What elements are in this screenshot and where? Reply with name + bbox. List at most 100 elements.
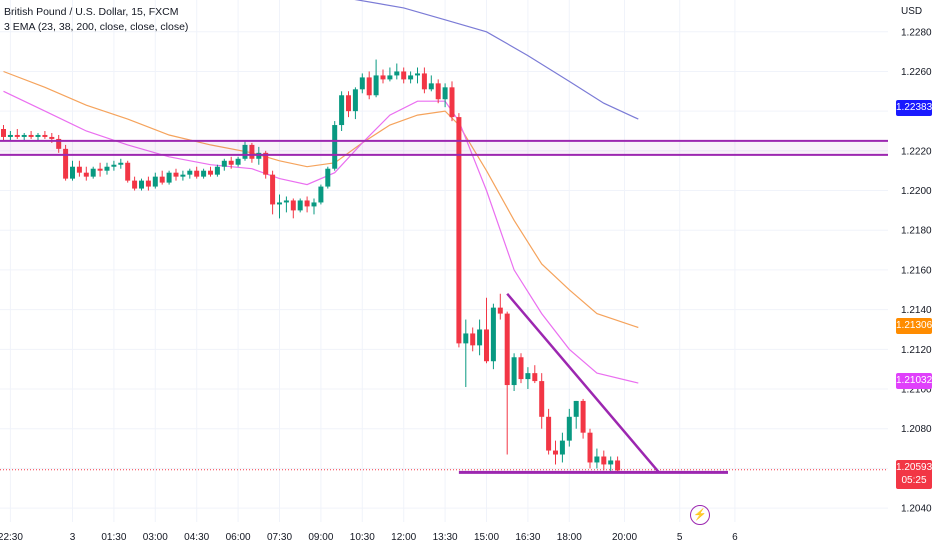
candle-body <box>421 73 427 90</box>
x-tick-label: 22:30 <box>0 532 23 543</box>
candle-body <box>118 162 124 165</box>
candle-body <box>28 134 34 137</box>
y-tick-label: 1.21200 <box>901 345 932 356</box>
candle-body <box>332 125 338 169</box>
candle-body <box>297 200 303 211</box>
resistance-zone <box>0 140 888 155</box>
candle-body <box>166 172 172 183</box>
candle-body <box>214 166 220 175</box>
candle-body <box>435 83 441 100</box>
y-tick-label: 1.21000 <box>901 385 932 396</box>
candle-body <box>394 71 400 76</box>
current-price-badge: 1.20593 05:25 <box>896 460 932 489</box>
candle-body <box>401 71 407 80</box>
candle-body <box>228 160 234 165</box>
legend[interactable]: British Pound / U.S. Dollar, 15, FXCM 3 … <box>4 5 188 35</box>
candles <box>1 59 621 473</box>
indicator-label[interactable]: 3 EMA (23, 38, 200, close, close, close) <box>4 21 189 33</box>
x-tick-label: 18:00 <box>557 532 582 543</box>
candle-body <box>83 172 89 177</box>
x-tick-label: 01:30 <box>101 532 126 543</box>
candle-body <box>187 170 193 175</box>
candle-body <box>7 134 13 137</box>
candle-body <box>504 313 510 386</box>
y-tick-label: 1.22800 <box>901 27 932 38</box>
candle-body <box>97 168 103 171</box>
candle-body <box>125 162 131 181</box>
ema23-price-badge: 1.21032 <box>896 373 932 389</box>
candle-body <box>318 186 324 203</box>
candle-body <box>587 432 593 463</box>
candle-body <box>456 117 462 344</box>
candle-body <box>159 176 165 183</box>
x-tick-label: 20:00 <box>612 532 637 543</box>
y-tick-label: 1.20800 <box>901 424 932 435</box>
candle-body <box>559 440 565 455</box>
symbol-title: British Pound / U.S. Dollar, 15, FXCM <box>4 6 179 18</box>
candle-body <box>194 170 200 177</box>
x-tick-label: 15:00 <box>474 532 499 543</box>
x-tick-label: 12:00 <box>391 532 416 543</box>
candle-body <box>152 176 158 187</box>
candle-body <box>546 416 552 451</box>
candle-body <box>63 148 69 179</box>
candle-body <box>373 75 379 96</box>
y-tick-label: 1.22200 <box>901 146 932 157</box>
y-tick-label: 1.20400 <box>901 504 932 515</box>
candle-body <box>539 381 545 417</box>
candle-body <box>70 166 75 179</box>
drawings <box>0 139 888 474</box>
y-tick-label: 1.21600 <box>901 265 932 276</box>
candle-body <box>449 87 455 118</box>
y-tick-label: 1.21800 <box>901 226 932 237</box>
x-tick-label: 04:30 <box>184 532 209 543</box>
candle-body <box>290 200 296 211</box>
candle-body <box>352 89 358 112</box>
candle-body <box>601 456 607 465</box>
bar-countdown: 05:25 <box>901 475 927 486</box>
candle-body <box>304 200 310 207</box>
x-tick-label: 06:00 <box>226 532 251 543</box>
candle-body <box>201 170 207 177</box>
candle-body <box>339 95 345 126</box>
x-tick-label: 13:30 <box>433 532 458 543</box>
x-tick-label: 07:30 <box>267 532 292 543</box>
candle-body <box>463 333 469 344</box>
candle-body <box>573 400 579 417</box>
candle-body <box>14 134 20 137</box>
lightning-icon[interactable]: ⚡ <box>690 505 710 525</box>
x-axis: 22:30 3 01:30 03:00 04:30 06:00 07:30 09:00 10:3… <box>0 532 738 543</box>
candle-body <box>173 172 179 177</box>
candle-body <box>132 180 138 189</box>
current-price-value: 1.20593 <box>896 462 932 473</box>
x-tick-label: 03:00 <box>143 532 168 543</box>
candle-body <box>387 75 393 80</box>
candle-body <box>594 456 600 463</box>
currency-label: USD <box>901 6 923 17</box>
candle-body <box>359 77 365 90</box>
candle-body <box>325 168 331 187</box>
candle-body <box>553 450 558 455</box>
candle-body <box>346 95 351 112</box>
x-tick-label: 09:00 <box>308 532 333 543</box>
y-tick-label: 1.22600 <box>901 67 932 78</box>
candle-body <box>525 373 531 380</box>
candle-body <box>497 307 503 314</box>
candle-body <box>442 87 448 100</box>
candle-body <box>49 136 55 139</box>
ema23-line <box>3 90 639 384</box>
candle-body <box>242 144 248 159</box>
triangle-descending-line <box>506 292 660 474</box>
x-tick-label: 3 <box>70 532 76 543</box>
candle-body <box>311 202 317 207</box>
ema38-price-badge: 1.21306 <box>896 318 932 334</box>
candle-body <box>76 166 82 173</box>
candle-body <box>484 329 489 362</box>
candle-body <box>615 460 621 471</box>
candle-body <box>608 460 614 465</box>
candle-body <box>42 134 48 137</box>
candle-body <box>21 134 27 137</box>
candle-body <box>477 329 483 346</box>
candle-body <box>1 129 6 137</box>
